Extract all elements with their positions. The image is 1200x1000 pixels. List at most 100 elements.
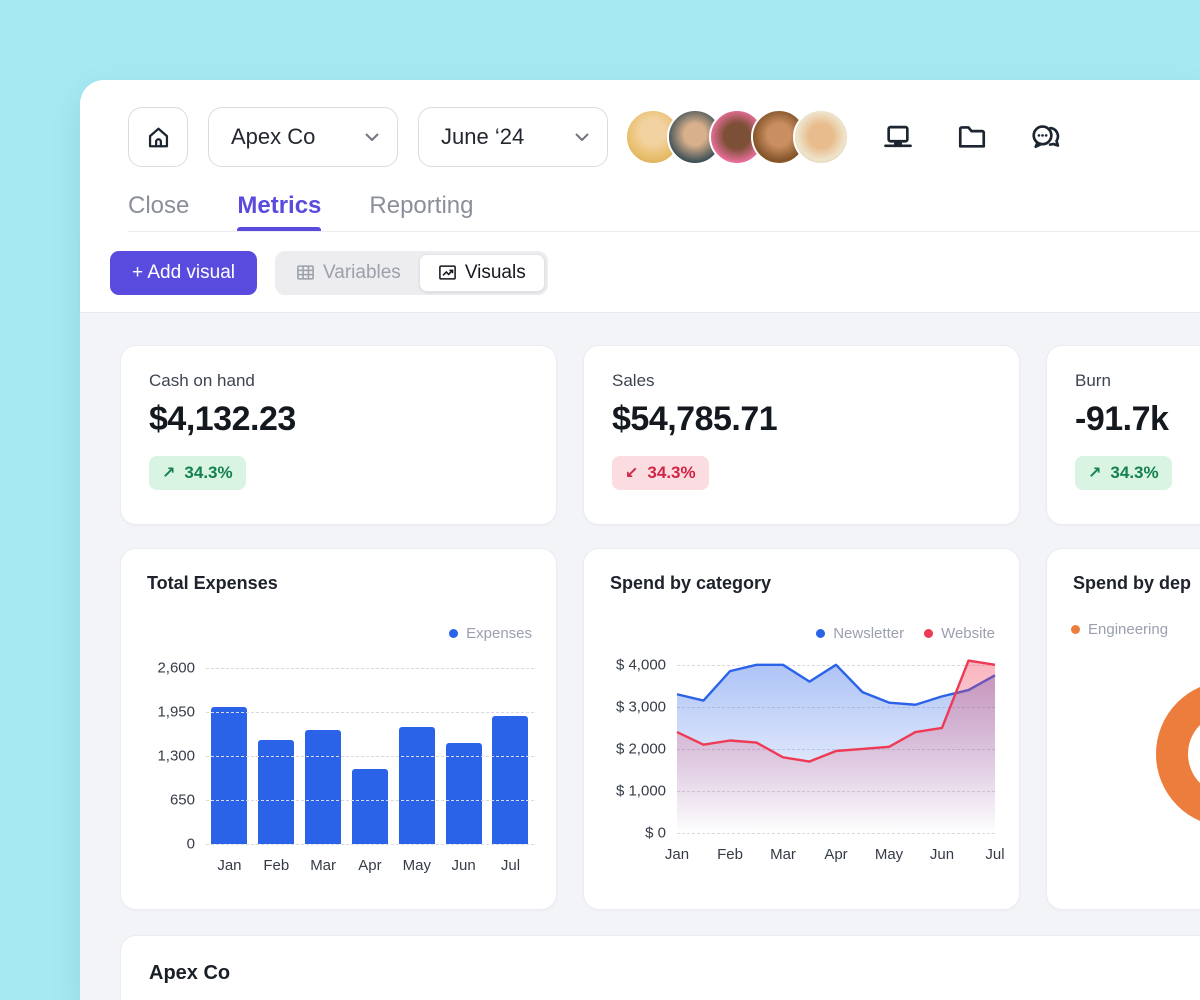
chart-legend: Expenses: [449, 625, 532, 642]
legend-item-newsletter: Newsletter: [816, 625, 904, 642]
area-plot-area: $ 0 $ 1,000 $ 2,000 $ 3,000 $ 4,000: [616, 648, 995, 842]
legend-label: Expenses: [466, 625, 532, 642]
legend-item-engineering: Engineering: [1071, 621, 1168, 638]
chevron-down-icon: [575, 133, 589, 141]
chart-legend: Engineering: [1071, 621, 1168, 638]
home-button[interactable]: [128, 107, 188, 167]
metric-label: Sales: [612, 371, 655, 390]
chart-card-row: Total Expenses Expenses 0 650 1,300 1,950 2,…: [120, 548, 1200, 910]
legend-item-website: Website: [924, 625, 995, 642]
metric-card-sales: Sales $54,785.71 ↙ 34.3%: [583, 345, 1020, 525]
variables-toggle-label: Variables: [323, 261, 401, 283]
area-chart: $ 0 $ 1,000 $ 2,000 $ 3,000 $ 4,000 Jan Feb Ma…: [610, 648, 1005, 866]
chevron-down-icon: [365, 133, 379, 141]
y-tick-label: 2,600: [157, 659, 195, 677]
company-summary-title: Apex Co: [149, 962, 231, 984]
y-tick-label: 1,950: [157, 703, 195, 721]
app-window: Apex Co June ‘24: [80, 80, 1200, 1000]
app-header: Apex Co June ‘24: [80, 80, 1200, 180]
gridline: [206, 844, 534, 845]
gridline: [677, 833, 995, 834]
chart-title: Spend by dep: [1073, 573, 1192, 593]
tab-bar: Close Metrics Reporting: [128, 180, 1200, 232]
y-tick-label: 0: [186, 835, 195, 853]
donut-segment-engineering: [1156, 681, 1200, 827]
company-summary-card: Apex Co: [120, 935, 1200, 1000]
variables-toggle[interactable]: Variables: [278, 254, 419, 292]
chart-card-total-expenses: Total Expenses Expenses 0 650 1,300 1,950 2,…: [120, 548, 557, 910]
folder-icon: [958, 126, 986, 148]
x-tick-label: Feb: [263, 857, 290, 874]
change-badge-negative: ↙ 34.3%: [612, 456, 709, 490]
period-select-value: June ‘24: [441, 124, 525, 149]
bottom-row: Apex Co: [120, 935, 1200, 1000]
tab-metrics[interactable]: Metrics: [237, 180, 322, 231]
line-website: [677, 661, 995, 762]
x-axis-labels: Jan Feb Mar Apr May Jun Jul: [665, 846, 1005, 866]
bar-plot-area: 0 650 1,300 1,950 2,600: [157, 660, 534, 853]
trend-down-arrow-icon: ↙: [625, 465, 639, 482]
bar: [445, 743, 482, 844]
trend-up-arrow-icon: ↗: [1088, 465, 1102, 482]
y-tick-label: 650: [169, 791, 195, 809]
y-tick-label: $ 0: [645, 824, 666, 842]
x-tick-label: Jun: [929, 846, 955, 863]
chart-legend: Newsletter Website: [816, 625, 995, 642]
x-tick-label: Jul: [985, 846, 1005, 863]
bar: [258, 740, 295, 844]
change-value: 34.3%: [184, 463, 233, 482]
gridline: [206, 756, 534, 757]
bar: [351, 768, 388, 844]
avatar[interactable]: [793, 109, 849, 165]
area-fill-website: [677, 660, 995, 833]
x-tick-label: May: [402, 857, 431, 874]
metric-value: $54,785.71: [612, 400, 778, 438]
legend-dot: [449, 629, 459, 638]
metric-label: Cash on hand: [149, 371, 255, 390]
bar: [305, 729, 342, 844]
y-tick-label: $ 4,000: [615, 656, 666, 674]
chart-title: Total Expenses: [147, 573, 278, 593]
x-tick-label: Jul: [500, 857, 521, 874]
metric-card-row: Cash on hand $4,132.23 ↗ 34.3% Sales $54…: [120, 345, 1200, 525]
legend-dot: [924, 629, 934, 638]
legend-label: Website: [941, 625, 995, 642]
x-tick-label: Mar: [310, 857, 337, 874]
x-tick-label: Jan: [217, 857, 242, 874]
tab-reporting[interactable]: Reporting: [369, 191, 474, 219]
bars: [206, 668, 534, 844]
change-value: 34.3%: [1110, 463, 1159, 482]
view-toggle: Variables Visuals: [275, 250, 548, 295]
change-value: 34.3%: [647, 463, 696, 482]
chart-card-spend-by-department: Spend by dep Engineering: [1046, 548, 1200, 910]
x-tick-label: Apr: [824, 846, 848, 863]
change-badge-positive: ↗ 34.3%: [149, 456, 246, 490]
company-select-value: Apex Co: [231, 124, 316, 149]
bar: [492, 716, 529, 844]
legend-label: Engineering: [1088, 621, 1169, 638]
folder-button[interactable]: [952, 119, 992, 155]
legend-label: Newsletter: [833, 625, 905, 642]
laptop-button[interactable]: [878, 119, 918, 155]
dashboard-content: Cash on hand $4,132.23 ↗ 34.3% Sales $54…: [80, 313, 1200, 1000]
period-select[interactable]: June ‘24: [418, 107, 608, 167]
x-tick-label: Apr: [358, 857, 382, 874]
avatar-group: [625, 109, 849, 165]
x-tick-label: Jun: [451, 857, 476, 874]
chat-button[interactable]: [1026, 119, 1066, 155]
x-tick-label: May: [874, 846, 904, 863]
chart-title: Spend by category: [610, 573, 772, 593]
visuals-toggle[interactable]: Visuals: [418, 253, 545, 292]
bar-chart: 0 650 1,300 1,950 2,600 Jan Feb Mar Apr May Jun Ju…: [147, 660, 534, 874]
tab-close[interactable]: Close: [128, 191, 190, 219]
x-axis-labels: Jan Feb Mar Apr May Jun Jul: [206, 857, 534, 874]
home-icon: [148, 127, 168, 147]
add-visual-button[interactable]: + Add visual: [110, 250, 257, 295]
y-tick-label: $ 3,000: [615, 698, 666, 716]
metric-value: $4,132.23: [149, 400, 296, 438]
x-tick-label: Feb: [717, 846, 743, 863]
company-select[interactable]: Apex Co: [208, 107, 398, 167]
legend-dot: [1071, 625, 1080, 634]
metric-card-cash-on-hand: Cash on hand $4,132.23 ↗ 34.3%: [120, 345, 557, 525]
